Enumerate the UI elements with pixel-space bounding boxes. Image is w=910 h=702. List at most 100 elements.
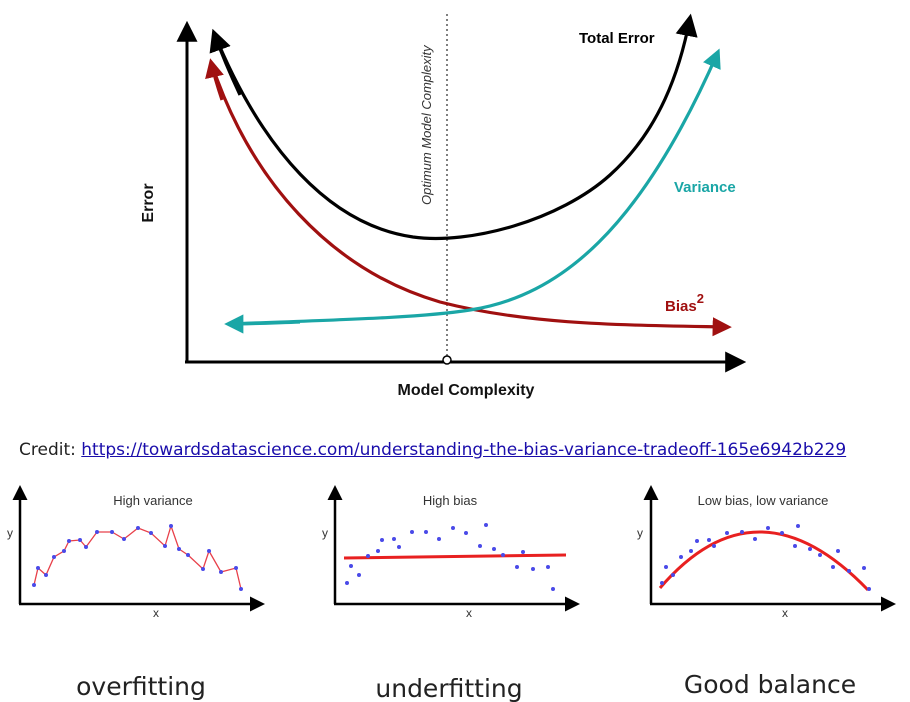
data-point	[207, 549, 211, 553]
data-point	[234, 566, 238, 570]
data-point	[366, 554, 370, 558]
main-chart: Error Model Complexity Optimum Model Com…	[140, 14, 747, 399]
data-point	[818, 553, 822, 557]
data-point	[831, 565, 835, 569]
panel-caption: Good balance	[684, 670, 856, 699]
overfit-curve	[33, 523, 242, 590]
data-point	[836, 549, 840, 553]
data-point	[437, 537, 441, 541]
variance-label: Variance	[674, 179, 736, 196]
data-point	[349, 564, 353, 568]
good-fit-curve	[658, 530, 870, 592]
data-point	[679, 555, 683, 559]
data-point	[52, 555, 56, 559]
total-error-curve	[212, 18, 690, 241]
data-point	[424, 530, 428, 534]
data-point	[753, 537, 757, 541]
credit-link[interactable]: https://towardsdatascience.com/understan…	[81, 440, 847, 460]
data-point	[36, 566, 40, 570]
data-point	[177, 547, 181, 551]
data-point	[484, 523, 488, 527]
y-axis-label: Error	[140, 183, 157, 222]
panel-overfitting: High variance y x overfitting	[7, 485, 265, 701]
data-point	[149, 531, 153, 535]
underfit-line	[343, 553, 567, 560]
data-point	[740, 530, 744, 534]
x-axis-label: Model Complexity	[398, 382, 535, 399]
panel-caption: overfitting	[76, 672, 206, 701]
data-point	[867, 587, 871, 591]
data-point	[689, 549, 693, 553]
data-point	[464, 531, 468, 535]
data-point	[546, 565, 550, 569]
data-point	[451, 526, 455, 530]
data-point	[95, 530, 99, 534]
credit-prefix: Credit:	[19, 440, 82, 460]
data-point	[664, 565, 668, 569]
data-point	[122, 537, 126, 541]
credit-line: Credit: https://towardsdatascience.com/u…	[19, 440, 846, 460]
data-point	[862, 566, 866, 570]
data-point	[186, 553, 190, 557]
panel-caption: underfitting	[375, 674, 522, 702]
data-point	[660, 581, 664, 585]
overfit-points	[32, 524, 243, 591]
panel-underfitting: High bias y x underfitting	[322, 485, 580, 702]
data-point	[397, 545, 401, 549]
panel-x-label: x	[153, 606, 159, 620]
bias-label: Bias2	[665, 291, 704, 315]
data-point	[44, 573, 48, 577]
panel-x-label: x	[466, 606, 472, 620]
data-point	[201, 567, 205, 571]
data-point	[357, 573, 361, 577]
bias-curve	[209, 61, 732, 337]
data-point	[376, 549, 380, 553]
data-point	[163, 544, 167, 548]
bias-left-arrow	[205, 58, 224, 101]
variance-curve	[227, 48, 721, 326]
data-point	[766, 526, 770, 530]
data-point	[136, 526, 140, 530]
good-fit-points	[660, 524, 871, 591]
data-point	[219, 570, 223, 574]
data-point	[239, 587, 243, 591]
data-point	[712, 544, 716, 548]
data-point	[32, 583, 36, 587]
data-point	[67, 539, 71, 543]
data-point	[169, 524, 173, 528]
data-point	[84, 545, 88, 549]
data-point	[808, 547, 812, 551]
panel-title: High bias	[423, 493, 478, 508]
data-point	[551, 587, 555, 591]
panel-y-label: y	[7, 526, 13, 540]
variance-left-arrow	[224, 314, 301, 334]
data-point	[478, 544, 482, 548]
data-point	[796, 524, 800, 528]
data-point	[110, 530, 114, 534]
data-point	[725, 531, 729, 535]
data-point	[410, 530, 414, 534]
panel-good-balance: Low bias, low variance y x Good balance	[637, 485, 896, 699]
panel-x-label: x	[782, 606, 788, 620]
optimum-marker	[442, 355, 452, 365]
data-point	[78, 538, 82, 542]
data-point	[707, 538, 711, 542]
underfit-points	[345, 523, 555, 591]
total-error-label: Total Error	[579, 30, 655, 47]
data-point	[380, 538, 384, 542]
total-error-left-arrow	[209, 28, 242, 96]
data-point	[847, 569, 851, 573]
data-point	[345, 581, 349, 585]
data-point	[695, 539, 699, 543]
data-point	[780, 531, 784, 535]
data-point	[515, 565, 519, 569]
panel-title: High variance	[113, 493, 193, 508]
data-point	[521, 550, 525, 554]
data-point	[671, 573, 675, 577]
data-point	[392, 537, 396, 541]
panel-y-label: y	[637, 526, 643, 540]
data-point	[62, 549, 66, 553]
data-point	[501, 553, 505, 557]
data-point	[492, 547, 496, 551]
